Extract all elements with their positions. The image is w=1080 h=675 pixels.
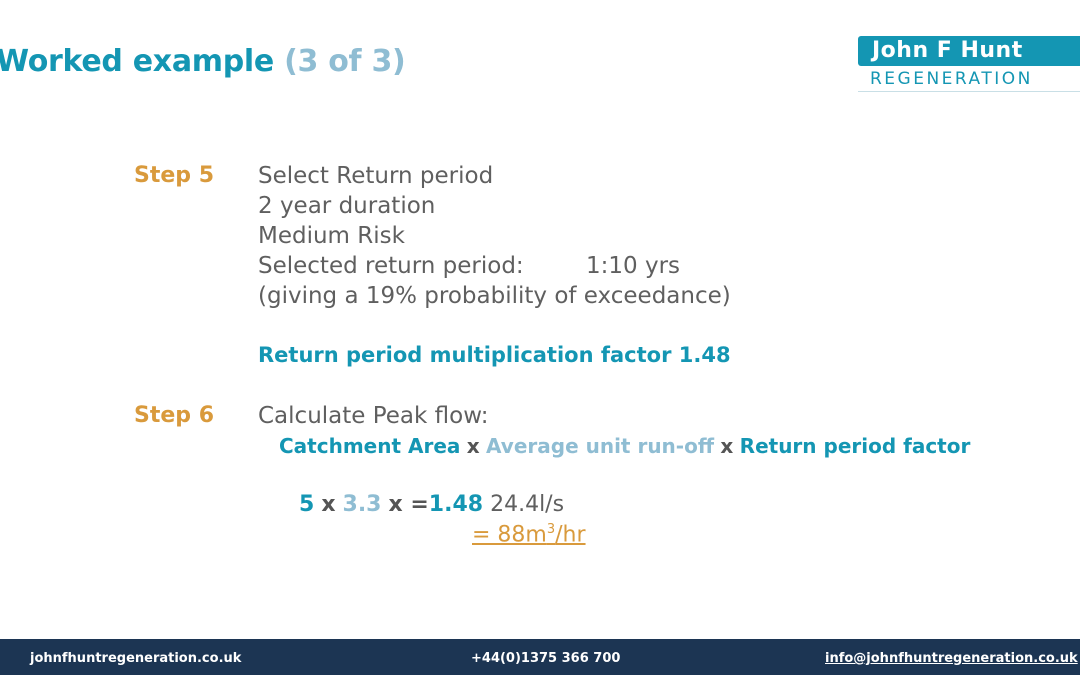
factor-text: Return period multiplication factor 1.48 [258,343,731,367]
calc-value-2: 3.3 [342,492,382,517]
footer-bar: johnfhuntregeneration.co.uk +44(0)1375 3… [0,639,1080,675]
result-prefix: = 88m [472,522,547,548]
step5-label: Step 5 [134,163,214,188]
step6-line: Calculate Peak flow: [258,403,489,429]
result-suffix: /hr [555,522,586,548]
formula-term-runoff: Average unit run-off [486,434,715,458]
company-logo: John F Hunt REGENERATION [858,36,1080,94]
formula-term-catchment: Catchment Area [279,434,461,458]
calc-op-1: x [321,492,336,517]
calc-op-2: x = [388,492,429,517]
peak-flow-formula: Catchment Area x Average unit run-off x … [279,434,970,458]
calc-result-hourly: = 88m3/hr [472,522,586,547]
title-sub: (3 of 3) [284,44,406,79]
step5-line-3: Medium Risk [258,223,405,249]
return-period-value: 1:10 yrs [586,253,681,279]
step5-line-5: (giving a 19% probability of exceedance) [258,283,731,309]
footer-phone: +44(0)1375 366 700 [471,651,621,666]
formula-op-1: x [466,434,480,458]
step5-line-2: 2 year duration [258,193,436,219]
slide-title: Worked example (3 of 3) [0,44,406,79]
footer-email-link[interactable]: info@johnfhuntregeneration.co.uk [825,651,1078,666]
footer-website-link[interactable]: johnfhuntregeneration.co.uk [30,651,242,666]
peak-flow-calc: 5 x 3.3 x =1.48 24.4l/s [299,492,564,517]
title-main: Worked example [0,44,274,79]
step5-line-4: Selected return period: [258,253,524,279]
logo-divider [858,91,1080,92]
calc-result: 24.4l/s [490,492,565,517]
formula-op-2: x [720,434,734,458]
step6-label: Step 6 [134,403,214,428]
logo-subtitle: REGENERATION [870,69,1033,89]
result-sup: 3 [546,522,556,537]
step5-line-1: Select Return period [258,163,494,189]
calc-value-3: 1.48 [428,492,484,517]
logo-name: John F Hunt [858,36,1080,66]
calc-value-1: 5 [299,492,315,517]
formula-term-factor: Return period factor [739,434,971,458]
